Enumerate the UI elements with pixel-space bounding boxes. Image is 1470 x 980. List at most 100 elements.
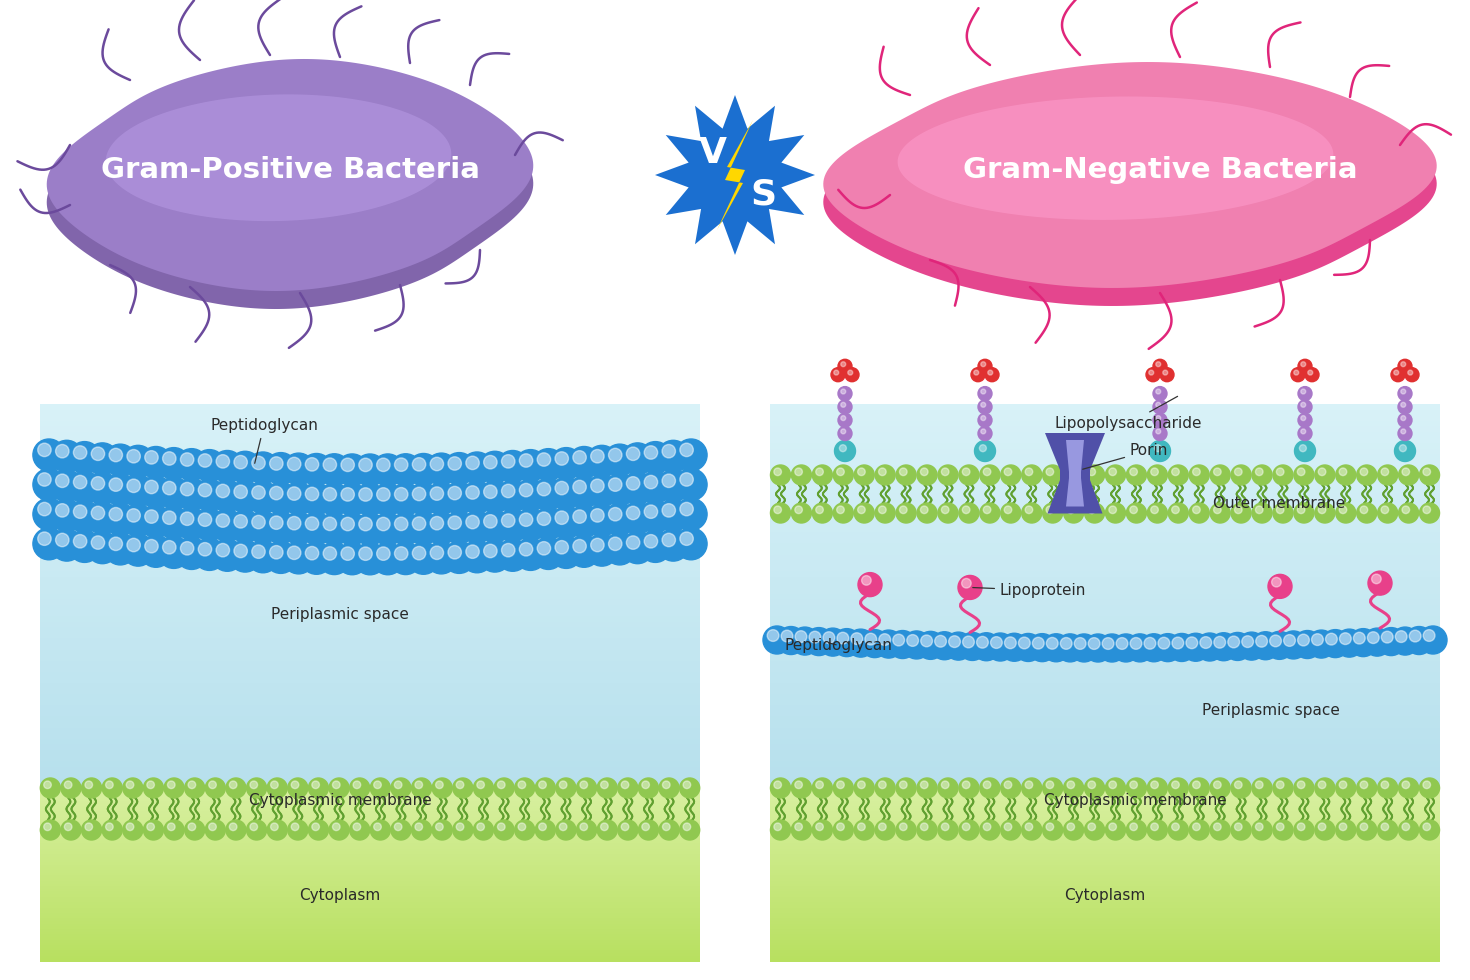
Circle shape: [91, 536, 104, 549]
Circle shape: [857, 823, 866, 831]
Circle shape: [32, 439, 65, 471]
Circle shape: [1047, 468, 1054, 475]
Circle shape: [770, 503, 791, 523]
Circle shape: [435, 781, 442, 789]
Circle shape: [1152, 400, 1167, 414]
Circle shape: [194, 479, 225, 512]
Circle shape: [1182, 633, 1210, 662]
Circle shape: [1423, 823, 1430, 831]
Circle shape: [875, 503, 895, 523]
Circle shape: [234, 485, 247, 499]
Text: Periplasmic space: Periplasmic space: [1202, 703, 1341, 717]
Circle shape: [501, 484, 514, 498]
Circle shape: [60, 820, 81, 840]
Circle shape: [309, 820, 328, 840]
Circle shape: [560, 823, 567, 831]
Circle shape: [122, 445, 154, 477]
Circle shape: [359, 459, 372, 471]
Circle shape: [1154, 445, 1161, 452]
Circle shape: [448, 486, 462, 500]
Circle shape: [1151, 468, 1158, 475]
Circle shape: [986, 633, 1014, 662]
Circle shape: [306, 458, 319, 471]
Circle shape: [1214, 823, 1222, 831]
Circle shape: [300, 483, 332, 515]
Circle shape: [622, 502, 654, 534]
Circle shape: [657, 529, 689, 562]
Circle shape: [1235, 468, 1242, 475]
Circle shape: [1402, 506, 1410, 514]
Circle shape: [1004, 637, 1016, 649]
Circle shape: [773, 781, 782, 789]
Circle shape: [407, 513, 440, 545]
Circle shape: [983, 468, 991, 475]
Circle shape: [501, 544, 514, 557]
Circle shape: [265, 512, 297, 544]
Circle shape: [109, 478, 122, 491]
Circle shape: [247, 512, 279, 543]
Circle shape: [425, 483, 457, 514]
Circle shape: [282, 483, 315, 514]
Circle shape: [567, 506, 600, 538]
Circle shape: [644, 534, 657, 548]
Circle shape: [372, 483, 404, 515]
Circle shape: [836, 506, 844, 514]
Circle shape: [51, 529, 82, 562]
Circle shape: [448, 515, 462, 529]
Circle shape: [642, 823, 650, 831]
Circle shape: [390, 513, 422, 545]
Circle shape: [74, 446, 87, 460]
Circle shape: [394, 487, 407, 501]
Circle shape: [978, 386, 992, 401]
Circle shape: [773, 468, 782, 475]
Circle shape: [514, 778, 535, 798]
Circle shape: [1001, 503, 1020, 523]
Circle shape: [448, 457, 462, 470]
Circle shape: [1380, 468, 1389, 475]
Circle shape: [56, 533, 69, 547]
Circle shape: [1367, 632, 1379, 644]
Circle shape: [60, 778, 81, 798]
Circle shape: [897, 820, 916, 840]
Circle shape: [975, 440, 995, 462]
Circle shape: [323, 487, 337, 501]
Circle shape: [1108, 468, 1117, 475]
Circle shape: [1085, 465, 1104, 485]
Circle shape: [854, 465, 875, 485]
Circle shape: [1399, 445, 1407, 452]
Circle shape: [323, 517, 337, 530]
Circle shape: [537, 542, 551, 555]
Circle shape: [306, 516, 319, 530]
Circle shape: [1377, 627, 1405, 656]
Circle shape: [573, 510, 587, 523]
Circle shape: [587, 534, 617, 566]
Circle shape: [622, 532, 654, 563]
Circle shape: [288, 546, 301, 560]
Circle shape: [65, 781, 72, 789]
Circle shape: [767, 629, 779, 641]
Circle shape: [604, 504, 635, 535]
Circle shape: [535, 778, 556, 798]
Circle shape: [216, 514, 229, 527]
Circle shape: [1042, 503, 1063, 523]
Circle shape: [514, 450, 547, 481]
Circle shape: [1223, 632, 1251, 661]
Circle shape: [288, 820, 307, 840]
Circle shape: [453, 778, 473, 798]
Circle shape: [234, 514, 247, 528]
Circle shape: [332, 823, 340, 831]
Circle shape: [1251, 632, 1279, 660]
Circle shape: [532, 508, 564, 540]
Circle shape: [770, 778, 791, 798]
Circle shape: [1214, 468, 1222, 475]
Circle shape: [1401, 403, 1405, 408]
Circle shape: [963, 506, 970, 514]
Circle shape: [181, 482, 194, 496]
Circle shape: [532, 537, 564, 569]
Circle shape: [833, 370, 839, 375]
Circle shape: [1067, 781, 1075, 789]
Circle shape: [1108, 506, 1117, 514]
Circle shape: [103, 778, 122, 798]
Circle shape: [476, 781, 485, 789]
Circle shape: [657, 440, 689, 472]
